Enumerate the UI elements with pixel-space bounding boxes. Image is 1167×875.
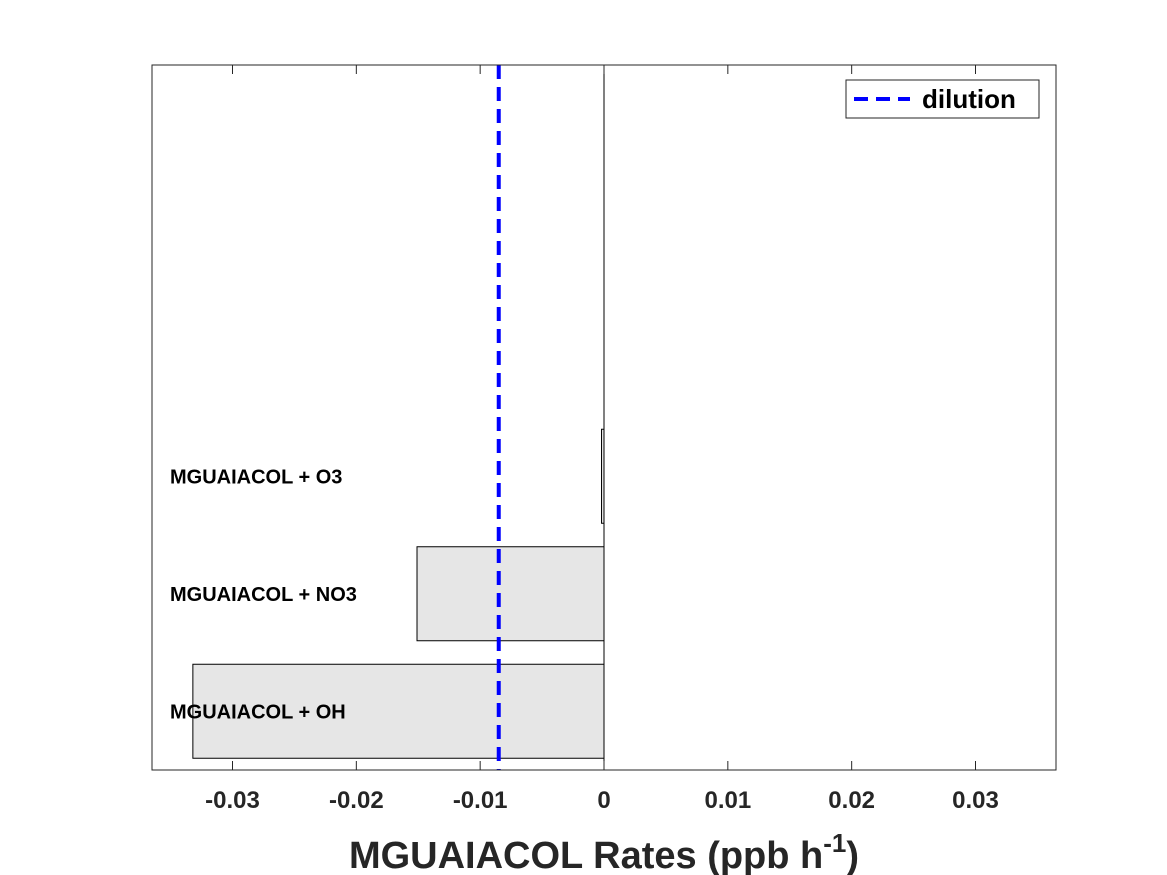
- legend-box: [845, 79, 1040, 119]
- x-ticks: [231, 65, 977, 770]
- x-tick-label: 0.01: [704, 787, 751, 814]
- bar-label-mguaiacol-no3: MGUAIACOL + NO3: [170, 584, 357, 606]
- x-tick-label: 0.02: [828, 787, 875, 814]
- bars: [192, 428, 605, 759]
- x-axis-title-close: ): [846, 835, 859, 875]
- bar-label-mguaiacol-o3: MGUAIACOL + O3: [170, 466, 342, 488]
- x-tick-label: 0: [597, 787, 610, 814]
- x-tick-label: -0.03: [205, 787, 260, 814]
- x-axis-title-superscript: -1: [823, 828, 846, 858]
- x-tick-label: -0.01: [453, 787, 508, 814]
- bar-labels: MGUAIACOL + OH MGUAIACOL + NO3 MGUAIACOL +…: [170, 466, 357, 723]
- x-tick-label: -0.02: [329, 787, 384, 814]
- bar-mguaiacol-no3: [416, 546, 605, 642]
- x-axis-title: MGUAIACOL Rates (ppb h-1): [349, 828, 859, 875]
- legend-dilution-label: dilution: [922, 84, 1016, 114]
- bar-label-mguaiacol-oh: MGUAIACOL + OH: [170, 701, 346, 723]
- x-tick-label: 0.03: [952, 787, 999, 814]
- x-tick-labels: -0.03 -0.02 -0.01 0 0.01 0.02 0.03: [205, 787, 999, 814]
- legend[interactable]: dilution: [845, 79, 1040, 119]
- bar-mguaiacol-oh: [192, 663, 605, 759]
